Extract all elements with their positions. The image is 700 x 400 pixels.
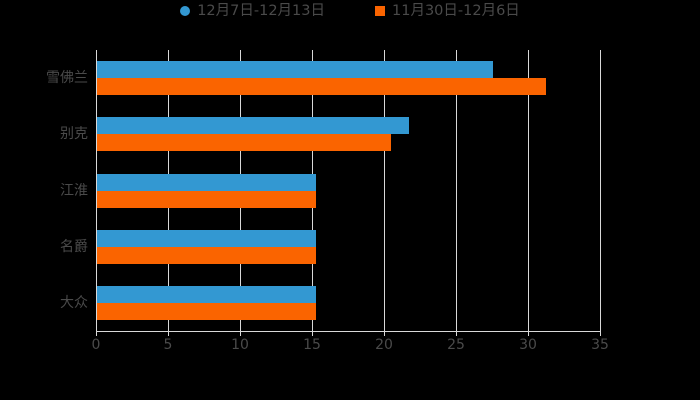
x-axis-tick-label: 20 [375, 337, 393, 353]
y-axis-category-label: 大众 [60, 294, 88, 311]
circle-marker-blue-icon [180, 6, 191, 17]
x-axis-tick-label: 5 [163, 337, 173, 353]
chart-legend: 12月7日-12月13日 11月30日-12月6日 [0, 4, 700, 19]
legend-item-series-2[interactable]: 11月30日-12月6日 [375, 4, 520, 19]
x-axis-tick-label: 0 [91, 337, 101, 353]
x-tick-5 [168, 331, 169, 336]
bar-series-1[interactable] [97, 229, 316, 247]
square-marker-orange-icon [375, 6, 385, 17]
y-axis-category-label: 别克 [60, 126, 88, 143]
bar-series-2[interactable] [97, 190, 316, 208]
x-axis-tick-label: 10 [231, 337, 249, 353]
legend-label-series-1: 12月7日-12月13日 [197, 3, 325, 19]
bar-series-2[interactable] [97, 246, 316, 264]
gridline-x-30 [528, 50, 529, 331]
x-axis-line [96, 331, 601, 332]
plot-area [96, 50, 601, 331]
x-axis-tick-label: 35 [591, 337, 609, 353]
x-tick-20 [384, 331, 385, 336]
bar-series-2[interactable] [97, 134, 391, 152]
x-tick-25 [456, 331, 457, 336]
gridline-x-25 [456, 50, 457, 331]
x-tick-10 [240, 331, 241, 336]
gridline-x-20 [384, 50, 385, 331]
legend-label-series-2: 11月30日-12月6日 [392, 3, 520, 19]
y-axis-category-label: 江淮 [60, 182, 88, 199]
x-tick-30 [528, 331, 529, 336]
bar-series-1[interactable] [97, 173, 316, 191]
gridline-x-35 [600, 50, 601, 331]
y-axis-category-label: 名爵 [60, 238, 88, 255]
legend-item-series-1[interactable]: 12月7日-12月13日 [180, 4, 325, 19]
x-tick-35 [600, 331, 601, 336]
x-axis-tick-label: 30 [519, 337, 537, 353]
y-axis-category-label: 雪佛兰 [46, 70, 88, 87]
bar-series-1[interactable] [97, 61, 493, 79]
y-axis-line [96, 50, 97, 331]
bar-series-2[interactable] [97, 78, 547, 96]
bar-series-1[interactable] [97, 117, 410, 135]
y-axis-labels: 雪佛兰别克江淮名爵大众 [0, 0, 88, 400]
bar-series-2[interactable] [97, 302, 316, 320]
bar-series-1[interactable] [97, 285, 316, 303]
x-tick-0 [96, 331, 97, 336]
x-axis-tick-label: 15 [303, 337, 321, 353]
x-tick-15 [312, 331, 313, 336]
x-axis-tick-label: 25 [447, 337, 465, 353]
